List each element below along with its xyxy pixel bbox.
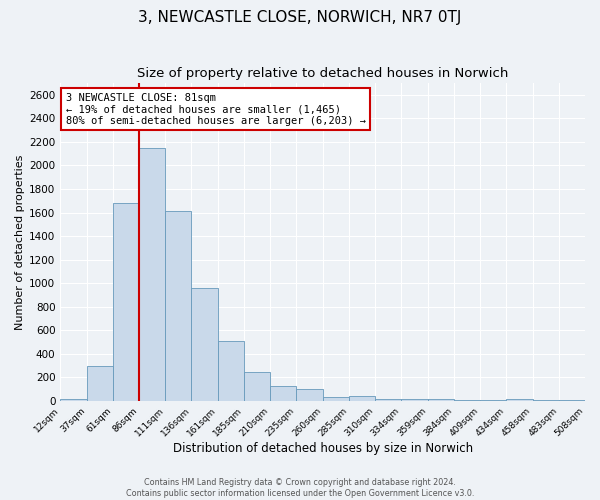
Bar [244, 372, 270, 401]
Bar [480, 400, 506, 401]
Bar [323, 398, 349, 401]
Text: Contains HM Land Registry data © Crown copyright and database right 2024.
Contai: Contains HM Land Registry data © Crown c… [126, 478, 474, 498]
Bar [86, 366, 113, 401]
Bar [401, 399, 428, 401]
Bar [60, 398, 86, 401]
Bar [454, 400, 480, 401]
Bar [506, 399, 533, 401]
Bar [296, 388, 323, 401]
Bar [139, 148, 165, 401]
Title: Size of property relative to detached houses in Norwich: Size of property relative to detached ho… [137, 68, 508, 80]
Bar [375, 399, 401, 401]
X-axis label: Distribution of detached houses by size in Norwich: Distribution of detached houses by size … [173, 442, 473, 455]
Bar [559, 400, 585, 401]
Bar [113, 203, 139, 401]
Bar [218, 341, 244, 401]
Bar [428, 400, 454, 401]
Y-axis label: Number of detached properties: Number of detached properties [15, 154, 25, 330]
Bar [533, 400, 559, 401]
Text: 3, NEWCASTLE CLOSE, NORWICH, NR7 0TJ: 3, NEWCASTLE CLOSE, NORWICH, NR7 0TJ [139, 10, 461, 25]
Bar [349, 396, 375, 401]
Bar [270, 386, 296, 401]
Bar [191, 288, 218, 401]
Text: 3 NEWCASTLE CLOSE: 81sqm
← 19% of detached houses are smaller (1,465)
80% of sem: 3 NEWCASTLE CLOSE: 81sqm ← 19% of detach… [65, 92, 365, 126]
Bar [165, 212, 191, 401]
